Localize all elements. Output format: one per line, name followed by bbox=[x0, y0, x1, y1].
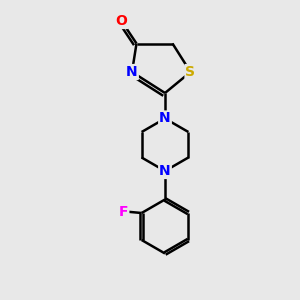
Text: N: N bbox=[159, 112, 171, 125]
Text: O: O bbox=[116, 14, 128, 28]
Text: F: F bbox=[119, 205, 128, 218]
Text: N: N bbox=[159, 164, 171, 178]
Text: S: S bbox=[185, 65, 196, 79]
Text: N: N bbox=[126, 65, 138, 79]
